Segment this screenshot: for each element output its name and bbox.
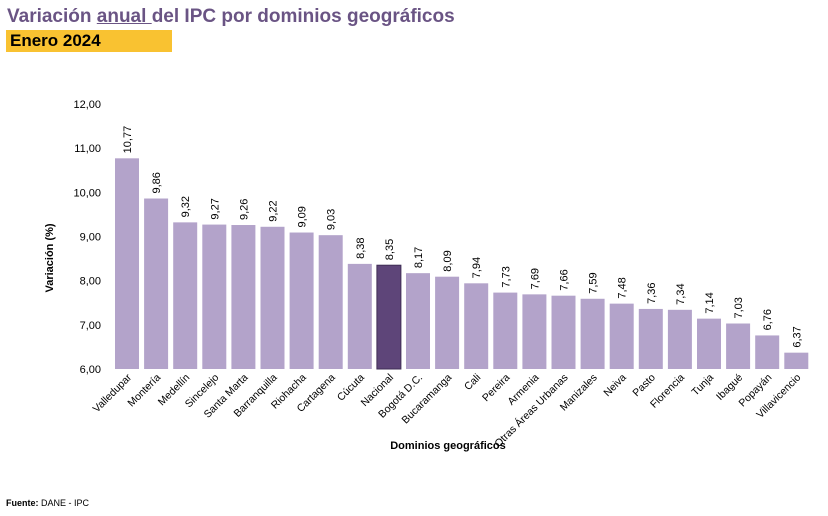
y-tick-label: 11,00 (74, 143, 101, 155)
value-labels: 10,77 9,86 9,32 9,27 9,26 9,22 9,09 9,03 8,38 8,3… (122, 126, 803, 348)
y-tick-label: 6,00 (80, 364, 101, 376)
bar-value-label: 10,77 (122, 126, 134, 154)
bar-value-label: 8,38 (355, 237, 367, 258)
bar-value-label: 9,09 (297, 206, 309, 227)
bar-florencia (667, 309, 692, 369)
bar-tunja (697, 318, 721, 369)
source-footer: Fuente: DANE - IPC (6, 498, 89, 508)
y-tick-label: 12,00 (73, 99, 101, 111)
y-tick-label: 10,00 (73, 187, 101, 199)
title-part-2: del IPC por dominios geográficos (151, 6, 455, 27)
bar-cúcuta (347, 263, 372, 369)
bar-value-label: 7,36 (646, 283, 658, 304)
bar-riohacha (289, 232, 314, 369)
bar-value-label: 7,66 (559, 269, 571, 290)
bar-neiva (609, 303, 634, 369)
bar-value-label: 8,09 (442, 250, 454, 271)
bar-nacional (376, 264, 402, 370)
bar-cartagena (318, 235, 343, 369)
bar-value-label: 9,32 (180, 196, 192, 217)
bar-medellín (173, 222, 198, 369)
bar-valledupar (115, 158, 139, 369)
y-axis-label: Variación (%) (44, 223, 56, 292)
y-tick-label: 8,00 (80, 276, 101, 288)
bar-value-label: 6,76 (762, 309, 774, 330)
bar-value-label: 9,27 (209, 198, 221, 219)
bars (115, 158, 809, 370)
subtitle-highlight (6, 30, 172, 52)
bar-value-label: 7,94 (471, 257, 483, 278)
y-axis-ticks: 6,00 7,00 8,00 9,00 10,00 11,00 12,00 (73, 99, 101, 376)
bar-value-label: 7,34 (675, 283, 687, 304)
chart-title: Variación anual del IPC por dominios geo… (7, 6, 455, 28)
x-axis-label: Dominios geográficos (390, 440, 506, 452)
x-axis-labels: ValleduparMonteríaMedellínSincelejoSanta… (91, 371, 804, 450)
chart-subtitle: Enero 2024 (10, 31, 101, 50)
bar-value-label: 7,59 (588, 272, 600, 293)
bar-santa-marta (231, 225, 256, 369)
bar-barranquilla (260, 226, 285, 369)
bar-value-label: 7,73 (500, 266, 512, 287)
bar-montería (144, 198, 169, 369)
bar-value-label: 8,17 (413, 247, 425, 268)
bar-value-label: 9,26 (238, 199, 250, 220)
x-tick-label: Valledupar (91, 371, 135, 415)
bar-value-label: 6,37 (791, 326, 803, 347)
bar-value-label: 9,03 (326, 209, 338, 230)
source-text: DANE - IPC (38, 498, 90, 508)
bar-pereira (493, 292, 518, 369)
title-part-1: Variación (7, 6, 97, 27)
bar-manizales (580, 298, 605, 369)
bar-popayán (755, 335, 780, 369)
bar-value-label: 7,03 (733, 297, 745, 318)
bar-bogotá-d-c- (406, 273, 430, 369)
bar-armenia (522, 294, 547, 369)
bar-cali (464, 283, 489, 369)
title-underlined-word: anual (96, 6, 152, 27)
bar-value-label: 9,86 (151, 172, 163, 193)
x-tick-label: Neiva (601, 372, 629, 400)
bar-value-label: 8,35 (384, 239, 396, 260)
bar-villavicencio (784, 352, 809, 369)
bar-value-label: 7,14 (704, 292, 716, 313)
y-tick-label: 9,00 (80, 232, 101, 244)
bar-sincelejo (202, 224, 227, 369)
y-tick-label: 7,00 (80, 320, 101, 332)
bar-pasto (638, 308, 663, 369)
x-tick-label: Cali (462, 372, 483, 393)
source-label: Fuente: (6, 498, 39, 508)
bar-ibagué (726, 323, 751, 369)
bar-value-label: 7,48 (617, 277, 629, 298)
x-tick-label: Tunja (689, 372, 716, 399)
bar-otras-áreas-urbanas (551, 295, 576, 369)
bar-value-label: 9,22 (268, 200, 280, 221)
bar-bucaramanga (435, 276, 460, 369)
bar-value-label: 7,69 (529, 268, 541, 289)
